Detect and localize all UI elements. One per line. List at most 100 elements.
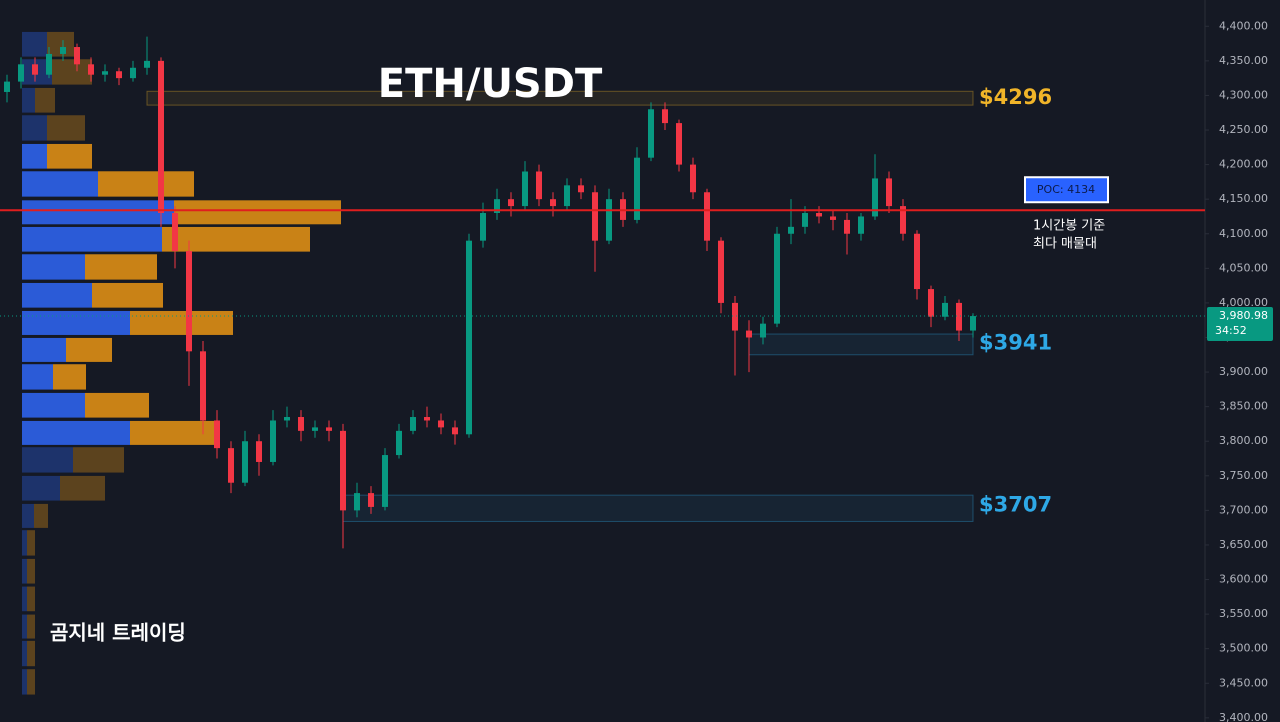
- candle-body: [662, 109, 668, 124]
- profile-buy: [22, 392, 85, 418]
- candle-body: [704, 192, 710, 241]
- candle-body: [284, 417, 290, 421]
- poc-label-box: [1024, 176, 1109, 204]
- candle-body: [760, 323, 766, 338]
- candle-body: [886, 178, 892, 207]
- candle-body: [788, 226, 794, 234]
- profile-sell: [85, 392, 149, 418]
- y-tick-label: 3,850.00: [1219, 400, 1268, 413]
- y-tick-label: 4,100.00: [1219, 227, 1268, 240]
- candle-body: [172, 213, 178, 252]
- profile-buy: [22, 87, 35, 113]
- last-price-box: [1207, 307, 1273, 342]
- profile-sell: [27, 558, 35, 584]
- candle-body: [816, 213, 822, 217]
- profile-sell: [27, 586, 35, 612]
- candle-body: [130, 67, 136, 79]
- candle-body: [536, 171, 542, 200]
- profile-buy: [22, 586, 27, 612]
- profile-sell: [162, 226, 310, 252]
- profile-buy: [22, 530, 27, 556]
- profile-buy: [22, 364, 53, 390]
- candle-body: [858, 216, 864, 234]
- candle-body: [60, 47, 66, 54]
- candle-body: [270, 420, 276, 462]
- candle-body: [242, 441, 248, 483]
- profile-buy: [22, 31, 47, 57]
- candle-body: [200, 351, 206, 421]
- y-tick-label: 3,500.00: [1219, 642, 1268, 655]
- y-tick-label: 3,900.00: [1219, 365, 1268, 378]
- candle-body: [228, 448, 234, 483]
- candle-body: [18, 64, 24, 82]
- candle-body: [732, 302, 738, 331]
- candle-body: [368, 493, 374, 507]
- candle-body: [424, 417, 430, 421]
- profile-buy: [22, 558, 27, 584]
- price-axis: 3,400.00 3,450.00 3,500.00 3,550.00 3,600.00…: [1204, 0, 1268, 722]
- profile-buy: [22, 669, 27, 695]
- candle-body: [508, 199, 514, 207]
- candle-body: [606, 199, 612, 241]
- chart-title: ETH/USDT: [378, 61, 603, 107]
- candle-body: [88, 64, 94, 75]
- candle-body: [746, 330, 752, 338]
- candle-body: [466, 240, 472, 435]
- candle-body: [102, 71, 108, 75]
- candle-body: [116, 71, 122, 79]
- candle-body: [928, 289, 934, 317]
- profile-sell: [174, 200, 341, 225]
- y-tick-label: 4,250.00: [1219, 123, 1268, 136]
- profile-buy: [22, 200, 174, 225]
- candle-body: [844, 219, 850, 234]
- candle-body: [578, 185, 584, 193]
- candle-body: [396, 430, 402, 456]
- profile-buy: [22, 503, 34, 528]
- countdown-label: 34:52: [1215, 324, 1247, 337]
- y-tick-label: 3,400.00: [1219, 711, 1268, 722]
- candle-body: [326, 427, 332, 431]
- candle-body: [4, 81, 10, 92]
- candle-body: [564, 185, 570, 207]
- candle-body: [452, 427, 458, 435]
- profile-sell: [35, 87, 55, 113]
- candle-body: [942, 302, 948, 317]
- candle-body: [354, 493, 360, 511]
- profile-buy: [22, 640, 27, 667]
- profile-buy: [22, 115, 47, 141]
- profile-buy: [22, 254, 85, 280]
- zone-box: [146, 90, 974, 106]
- profile-buy: [22, 337, 66, 362]
- last-price-label: 3,980.98: [1219, 309, 1268, 322]
- candle-body: [186, 251, 192, 352]
- y-tick-label: 4,300.00: [1219, 88, 1268, 101]
- y-tick-label: 4,400.00: [1219, 19, 1268, 32]
- y-tick-label: 4,000.00: [1219, 296, 1268, 309]
- zone-box: [748, 333, 974, 356]
- profile-buy: [22, 171, 98, 197]
- profile-sell: [27, 614, 35, 639]
- candle-body: [872, 178, 878, 217]
- candle-body: [438, 420, 444, 428]
- candle-body: [214, 420, 220, 449]
- profile-buy: [22, 420, 130, 445]
- volume-profile: [22, 31, 341, 695]
- y-tick-label: 3,800.00: [1219, 434, 1268, 447]
- profile-sell: [66, 337, 112, 362]
- candle-body: [340, 430, 346, 511]
- y-tick-label: 3,700.00: [1219, 503, 1268, 516]
- candle-body: [690, 164, 696, 193]
- profile-sell: [47, 143, 92, 169]
- candle-body: [480, 213, 486, 241]
- profile-sell: [73, 447, 124, 473]
- profile-buy: [22, 475, 60, 501]
- candle-body: [144, 60, 150, 68]
- candle-body: [648, 109, 654, 158]
- candle-body: [256, 441, 262, 462]
- candle-body: [900, 206, 906, 234]
- candle-body: [718, 240, 724, 303]
- zone-label: $3707: [979, 493, 1052, 517]
